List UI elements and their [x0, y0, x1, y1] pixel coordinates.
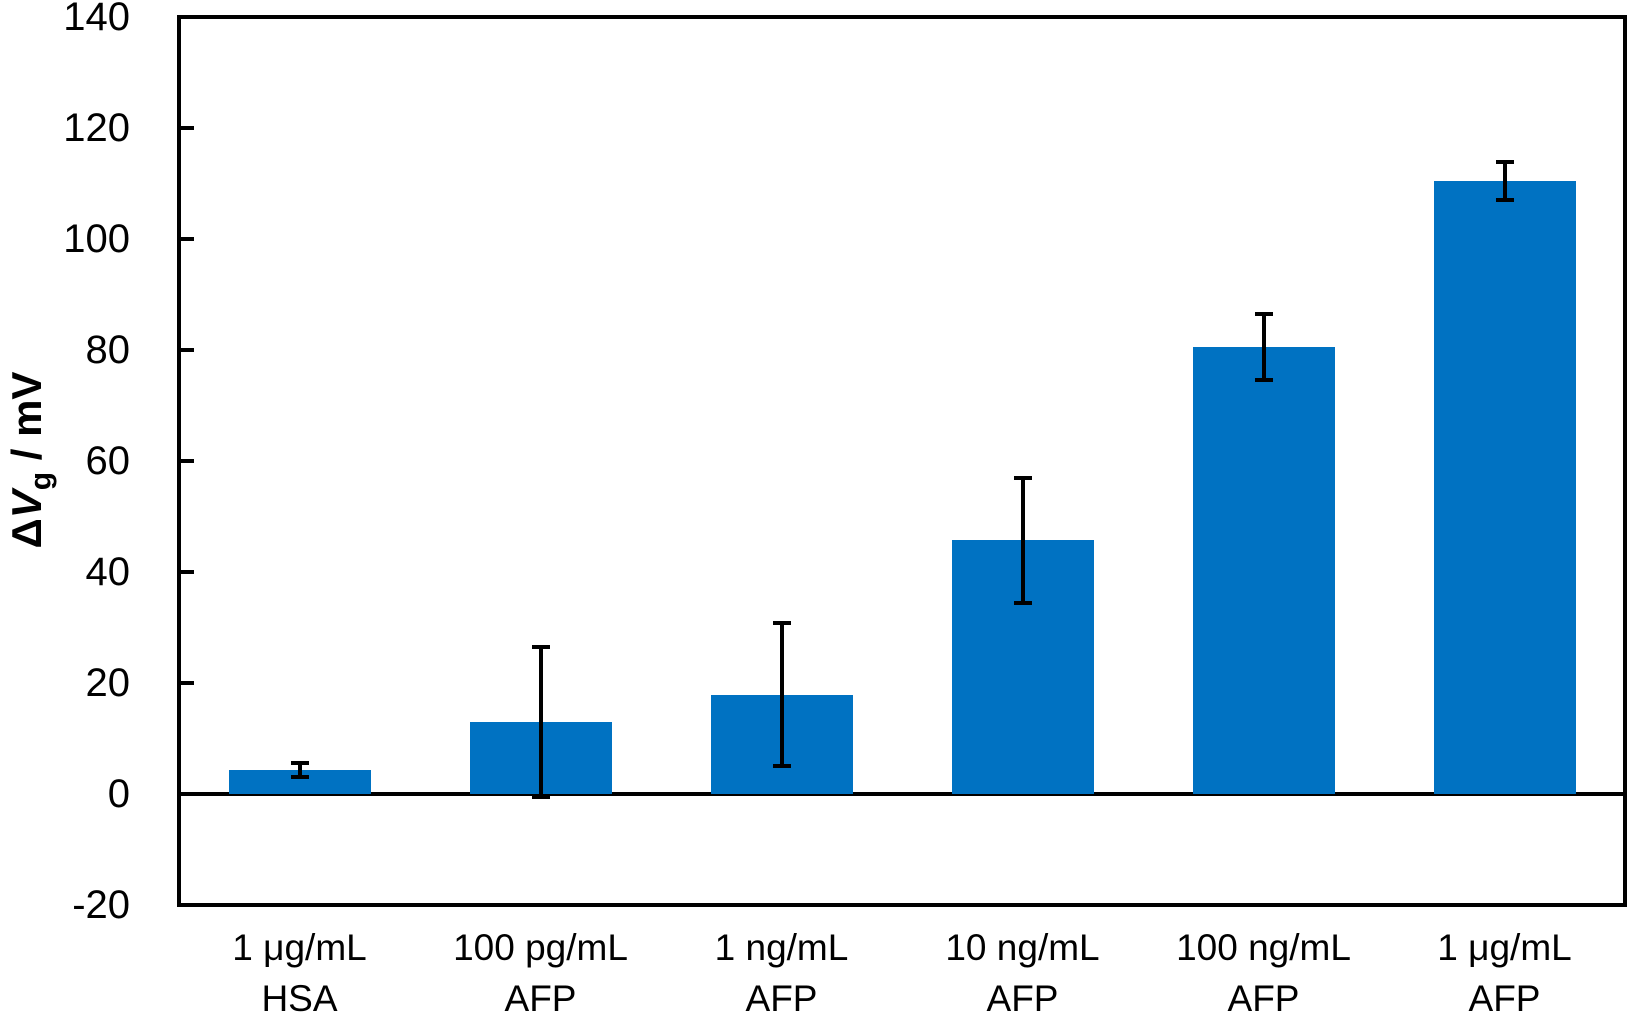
x-category-label: 10 ng/mL AFP: [893, 922, 1153, 1018]
x-category-label-line: HSA: [261, 978, 338, 1018]
y-tick-label: 40: [85, 550, 131, 594]
y-tick-label: 80: [85, 328, 131, 372]
x-category-label-line: AFP: [504, 978, 577, 1018]
y-tick-label: 0: [107, 772, 130, 816]
y-tick-label: 20: [85, 661, 131, 705]
x-category-label-line: 1 μg/mL: [1437, 927, 1572, 968]
x-category-label-line: 10 ng/mL: [945, 927, 1100, 968]
error-bar: [538, 647, 543, 798]
y-tick-mark: [179, 348, 194, 352]
x-category-label: 1 μg/mL HSA: [170, 922, 430, 1018]
bar: [1192, 347, 1335, 794]
bar: [228, 770, 371, 794]
y-tick-mark: [179, 237, 194, 241]
y-tick-mark: [179, 570, 194, 574]
y-axis-title-symbol: V: [3, 490, 50, 519]
error-bar-cap-bottom: [290, 775, 309, 780]
x-category-label-line: 100 pg/mL: [453, 927, 628, 968]
error-bar: [297, 762, 302, 778]
x-category-label-line: AFP: [745, 978, 818, 1018]
plot-frame: [177, 15, 1627, 907]
x-category-label-line: 100 ng/mL: [1176, 927, 1351, 968]
y-tick-mark: [179, 459, 194, 463]
x-category-label-line: AFP: [1468, 978, 1541, 1018]
y-tick-mark: [179, 681, 194, 685]
y-tick-label: 140: [63, 0, 130, 39]
y-tick-label: 60: [85, 439, 131, 483]
x-category-label-line: AFP: [1227, 978, 1300, 1018]
error-bar: [1502, 161, 1507, 200]
x-category-label-line: AFP: [986, 978, 1059, 1018]
error-bar-cap-top: [531, 645, 550, 650]
y-tick-label: -20: [72, 883, 130, 927]
error-bar-cap-bottom: [1495, 197, 1514, 202]
error-bar-cap-bottom: [772, 764, 791, 769]
x-category-label: 100 ng/mL AFP: [1134, 922, 1394, 1018]
x-category-label: 1 μg/mL AFP: [1375, 922, 1629, 1018]
error-bar: [1020, 478, 1025, 603]
y-tick-label: 100: [63, 217, 130, 261]
y-tick-mark: [179, 126, 194, 130]
error-bar-cap-bottom: [531, 795, 550, 800]
y-tick-label: 120: [63, 106, 130, 150]
error-bar-cap-top: [1495, 159, 1514, 164]
x-category-label-line: 1 ng/mL: [714, 927, 849, 968]
bar: [1433, 180, 1576, 794]
x-category-label: 1 ng/mL AFP: [652, 922, 912, 1018]
error-bar-cap-top: [772, 621, 791, 626]
error-bar-cap-top: [290, 760, 309, 765]
error-bar: [779, 623, 784, 767]
x-category-label: 100 pg/mL AFP: [411, 922, 671, 1018]
y-axis-title-prefix: Δ: [3, 518, 50, 549]
error-bar-cap-bottom: [1013, 600, 1032, 605]
error-bar-cap-bottom: [1254, 377, 1273, 382]
error-bar-cap-top: [1254, 312, 1273, 317]
error-bar: [1261, 314, 1266, 380]
zero-axis-line: [179, 792, 1625, 796]
x-category-label-line: 1 μg/mL: [232, 927, 367, 968]
error-bar-cap-top: [1013, 476, 1032, 481]
